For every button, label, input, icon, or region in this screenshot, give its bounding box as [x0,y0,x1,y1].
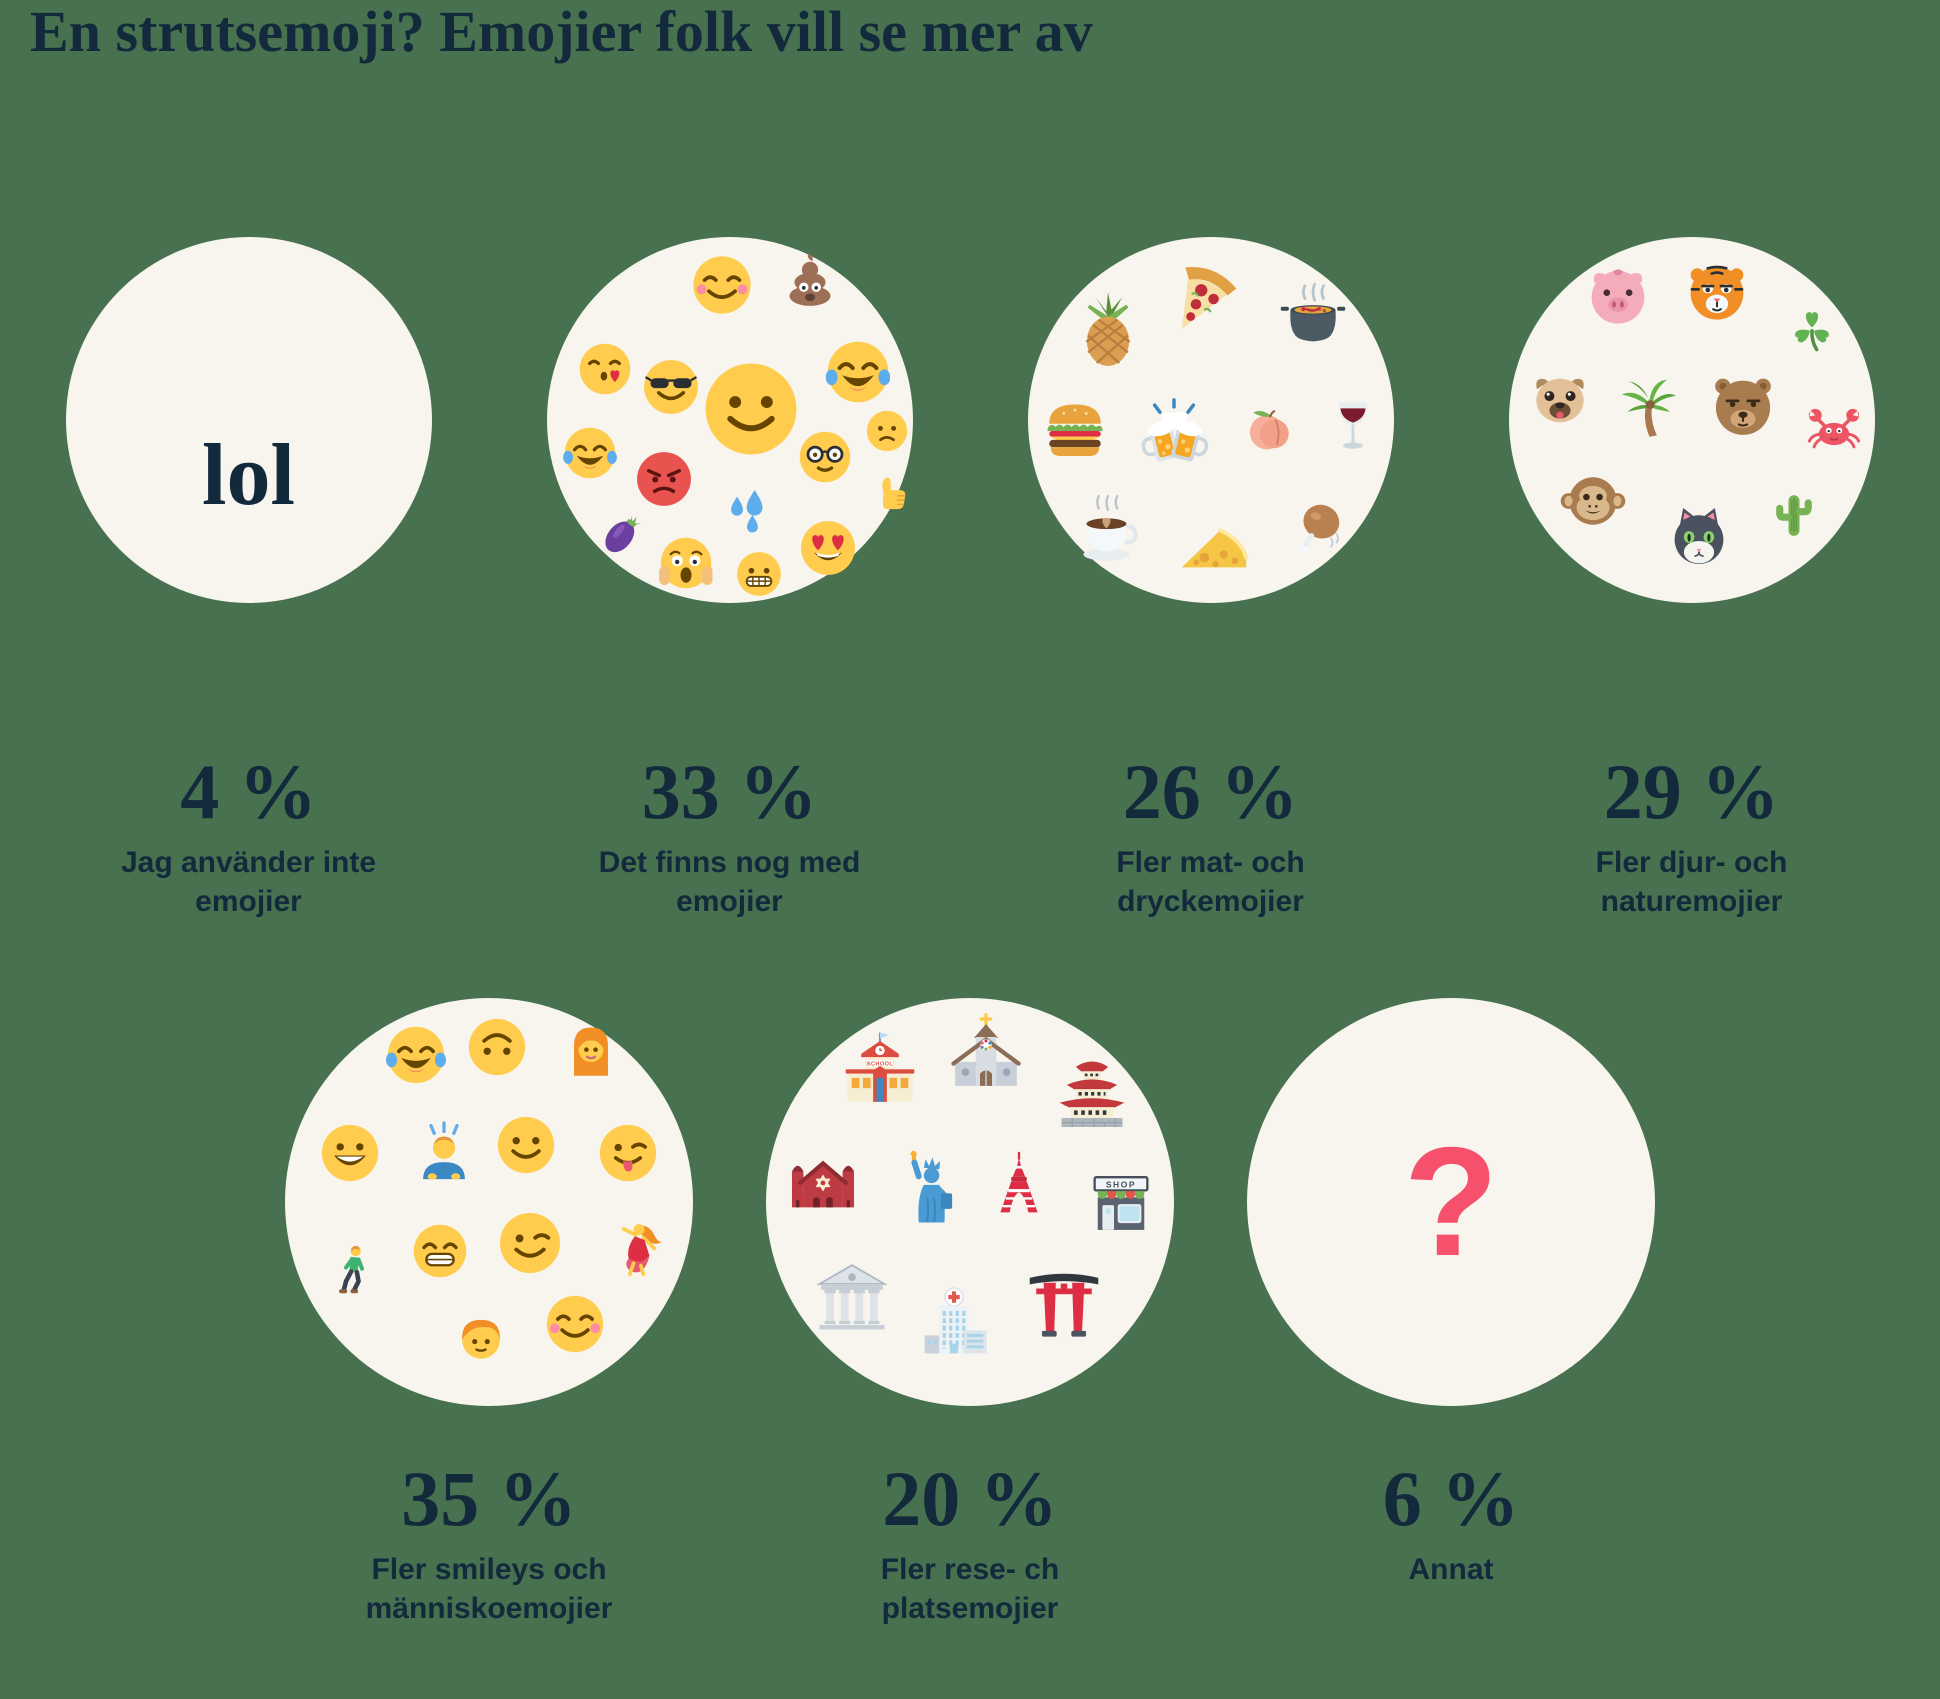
bubble-inte: lol [65,237,432,603]
shop-emoji-icon: SHOP [1082,1163,1160,1241]
joy-emoji-icon [563,425,618,480]
joy-emoji-icon [825,339,891,405]
chart-row-2: 35 % Fler smileys och människoemojier SCHO… [0,998,1940,1628]
thumbs-emoji-icon [867,469,915,517]
svg-text:SCHOOL: SCHOOL [867,1062,893,1068]
category-rese: SCHOOL SHOP 20 % Fler rese- ch platsemojier [750,998,1190,1628]
walking-emoji-icon [326,1243,383,1300]
winktongue-emoji-icon [597,1122,658,1183]
category-mat: 26 % Fler mat- och dryckemojier [991,237,1431,921]
pot-emoji-icon [1273,277,1354,358]
synagogue-emoji-icon [782,1137,864,1219]
scream-emoji-icon [658,535,713,590]
category-label: Fler smileys och människoemojier [365,1553,613,1625]
beers-emoji-icon [1130,391,1218,479]
pineapple-emoji-icon [1064,285,1152,373]
category-label: Det finns nog med emojier [598,846,861,918]
category-label: Jag använder inte emojier [120,846,377,918]
bubble-text-annat: ? [1403,1115,1499,1288]
chart-row-1: lol 4 % Jag använder inte emojier 33 % Det f… [0,237,1940,921]
hospital-emoji-icon [913,1284,995,1366]
upside-emoji-icon [467,1016,528,1077]
blush-emoji-icon [544,1294,605,1355]
pig-emoji-icon [1585,263,1651,329]
frowny-emoji-icon [865,409,909,453]
category-inte: lol 4 % Jag använder inte emojier [29,237,469,921]
bubble-djur [1508,237,1875,603]
liberty-emoji-icon [886,1147,972,1233]
chicken-emoji-icon [1286,495,1356,565]
percent-value: 33 % [641,748,818,835]
boy-emoji-icon [452,1308,509,1365]
percent-value: 35 % [401,1455,577,1542]
grin-emoji-icon [320,1122,381,1183]
sweat-emoji-icon [720,484,775,539]
castle-emoji-icon [1048,1047,1138,1137]
bubble-text-inte: lol [202,426,295,524]
poop-emoji-icon [779,250,841,312]
percent-value: 29 % [1603,748,1780,835]
sunglasses-emoji-icon [642,358,701,417]
kiss-emoji-icon [578,341,633,396]
cactus-emoji-icon [1767,488,1822,543]
shamrock-emoji-icon [1783,303,1842,362]
classical-emoji-icon [809,1253,895,1339]
category-annat: ? 6 % Annat [1231,998,1671,1628]
bubble-nog [546,237,915,603]
category-label: Fler djur- och naturemojier [1595,846,1788,918]
slight-emoji-icon [495,1114,556,1175]
category-label: Annat [1408,1553,1494,1586]
cat-emoji-icon [1666,504,1732,570]
bowing-emoji-icon [411,1120,476,1185]
grimace-emoji-icon [735,550,783,598]
angry-emoji-icon [634,449,693,508]
wine-emoji-icon [1322,396,1384,458]
torii-emoji-icon [1023,1263,1105,1345]
coffee-emoji-icon [1070,495,1147,572]
category-label: Fler mat- och dryckemojier [1116,846,1305,918]
bubble-rese: SCHOOL SHOP [766,998,1174,1406]
slight-emoji-icon [702,360,801,459]
pizza-emoji-icon [1159,255,1247,343]
eggplant-emoji-icon [592,502,654,564]
beaming-emoji-icon [411,1222,468,1279]
percent-value: 6 % [1382,1455,1520,1542]
wink-emoji-icon [497,1210,562,1275]
category-smileys: 35 % Fler smileys och människoemojier [269,998,709,1628]
church-emoji-icon [943,1012,1029,1098]
percent-value: 4 % [180,748,317,835]
burger-emoji-icon [1035,387,1116,468]
bear-emoji-icon [1708,371,1778,441]
percent-value: 26 % [1122,748,1299,835]
palm-emoji-icon [1611,372,1684,445]
monkey-emoji-icon [1560,468,1626,534]
category-djur: 29 % Fler djur- och naturemojier [1472,237,1912,921]
percent-value: 20 % [882,1455,1058,1542]
tiger-emoji-icon [1684,259,1750,325]
pug-emoji-icon [1529,367,1591,429]
cheese-emoji-icon [1174,508,1255,589]
category-nog: 33 % Det finns nog med emojier [510,237,950,921]
tokyotower-emoji-icon [980,1147,1058,1225]
dancer-emoji-icon [605,1220,666,1281]
joy-emoji-icon [385,1025,446,1086]
peach-emoji-icon [1236,394,1302,460]
blush-emoji-icon [691,253,753,315]
svg-text:SHOP: SHOP [1106,1179,1136,1189]
bubble-smileys [285,998,693,1406]
page-title: En strutsemoji? Emojier folk vill se mer… [30,0,1093,64]
woman-emoji-icon [558,1018,623,1083]
category-label: Fler rese- ch platsemojier [880,1553,1060,1625]
crab-emoji-icon [1805,398,1864,457]
school-emoji-icon: SCHOOL [837,1029,923,1115]
nerd-emoji-icon [797,429,852,484]
hearteyes-emoji-icon [799,519,858,578]
bubble-annat: ? [1247,998,1655,1406]
bubble-mat [1027,237,1394,603]
